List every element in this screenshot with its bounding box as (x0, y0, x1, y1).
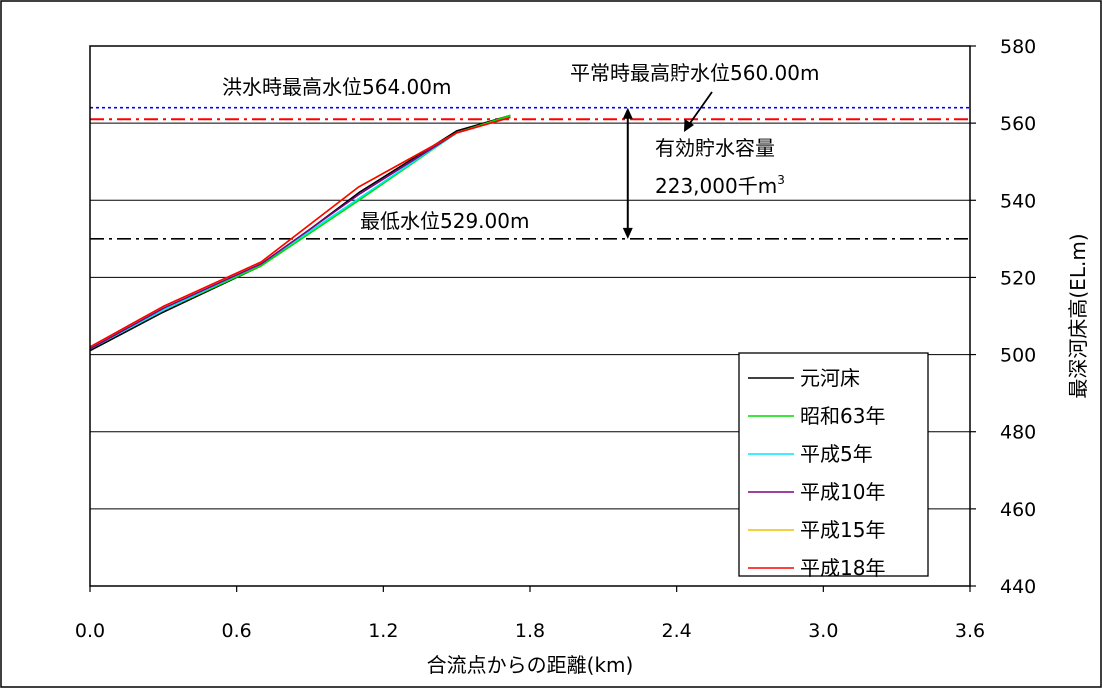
x-tick-label-0: 0.0 (75, 620, 105, 642)
legend-label-0: 元河床 (800, 366, 860, 390)
y-tick-label-6: 560 (1000, 113, 1036, 135)
min-water-level-label: 最低水位529.00m (360, 209, 529, 233)
y-tick-label-2: 480 (1000, 422, 1036, 444)
legend-label-3: 平成10年 (800, 480, 885, 504)
legend-label-1: 昭和63年 (800, 404, 885, 428)
series-line-5 (89, 116, 511, 348)
series-lines (89, 114, 511, 352)
flood-max-water-level-label: 洪水時最高水位564.00m (222, 75, 451, 99)
y-tick-label-7: 580 (1000, 36, 1036, 58)
legend-box (738, 352, 929, 577)
storage-capacity-value: 223,000千m3 (655, 173, 785, 198)
legend-label-4: 平成15年 (800, 518, 885, 542)
x-tick-label-4: 2.4 (662, 620, 692, 642)
x-axis-ticks: 0.0 0.6 1.2 1.8 2.4 3.0 3.6 (75, 586, 985, 642)
y-tick-label-0: 440 (1000, 576, 1036, 598)
normal-max-pointer-arrow (687, 91, 713, 127)
storage-capacity-label: 有効貯水容量 (655, 136, 775, 160)
normal-max-pointer-arrowhead (684, 119, 694, 132)
y-tick-label-1: 460 (1000, 499, 1036, 521)
legend-label-5: 平成18年 (800, 556, 885, 580)
storage-arrow-head-bottom (622, 227, 633, 239)
y-axis-ticks: 440 460 480 500 520 540 560 580 (970, 36, 1036, 598)
y-axis-label: 最深河床高(EL.m) (1066, 233, 1090, 398)
reference-lines (90, 106, 970, 240)
normal-max-water-level-label: 平常時最高貯水位560.00m (570, 61, 819, 85)
x-tick-label-3: 1.8 (515, 620, 545, 642)
x-axis-label: 合流点からの距離(km) (427, 653, 634, 677)
storage-range-arrow (622, 107, 633, 239)
legend-label-2: 平成5年 (800, 442, 873, 466)
storage-capacity-superscript: 3 (777, 173, 785, 187)
x-tick-label-1: 0.6 (222, 620, 252, 642)
x-tick-label-6: 3.6 (955, 620, 985, 642)
y-tick-label-4: 520 (1000, 267, 1036, 289)
y-tick-label-5: 540 (1000, 190, 1036, 212)
x-tick-label-2: 1.2 (368, 620, 398, 642)
storage-arrow-head-top (622, 107, 633, 119)
y-tick-label-3: 500 (1000, 345, 1036, 367)
x-tick-label-5: 3.0 (808, 620, 838, 642)
